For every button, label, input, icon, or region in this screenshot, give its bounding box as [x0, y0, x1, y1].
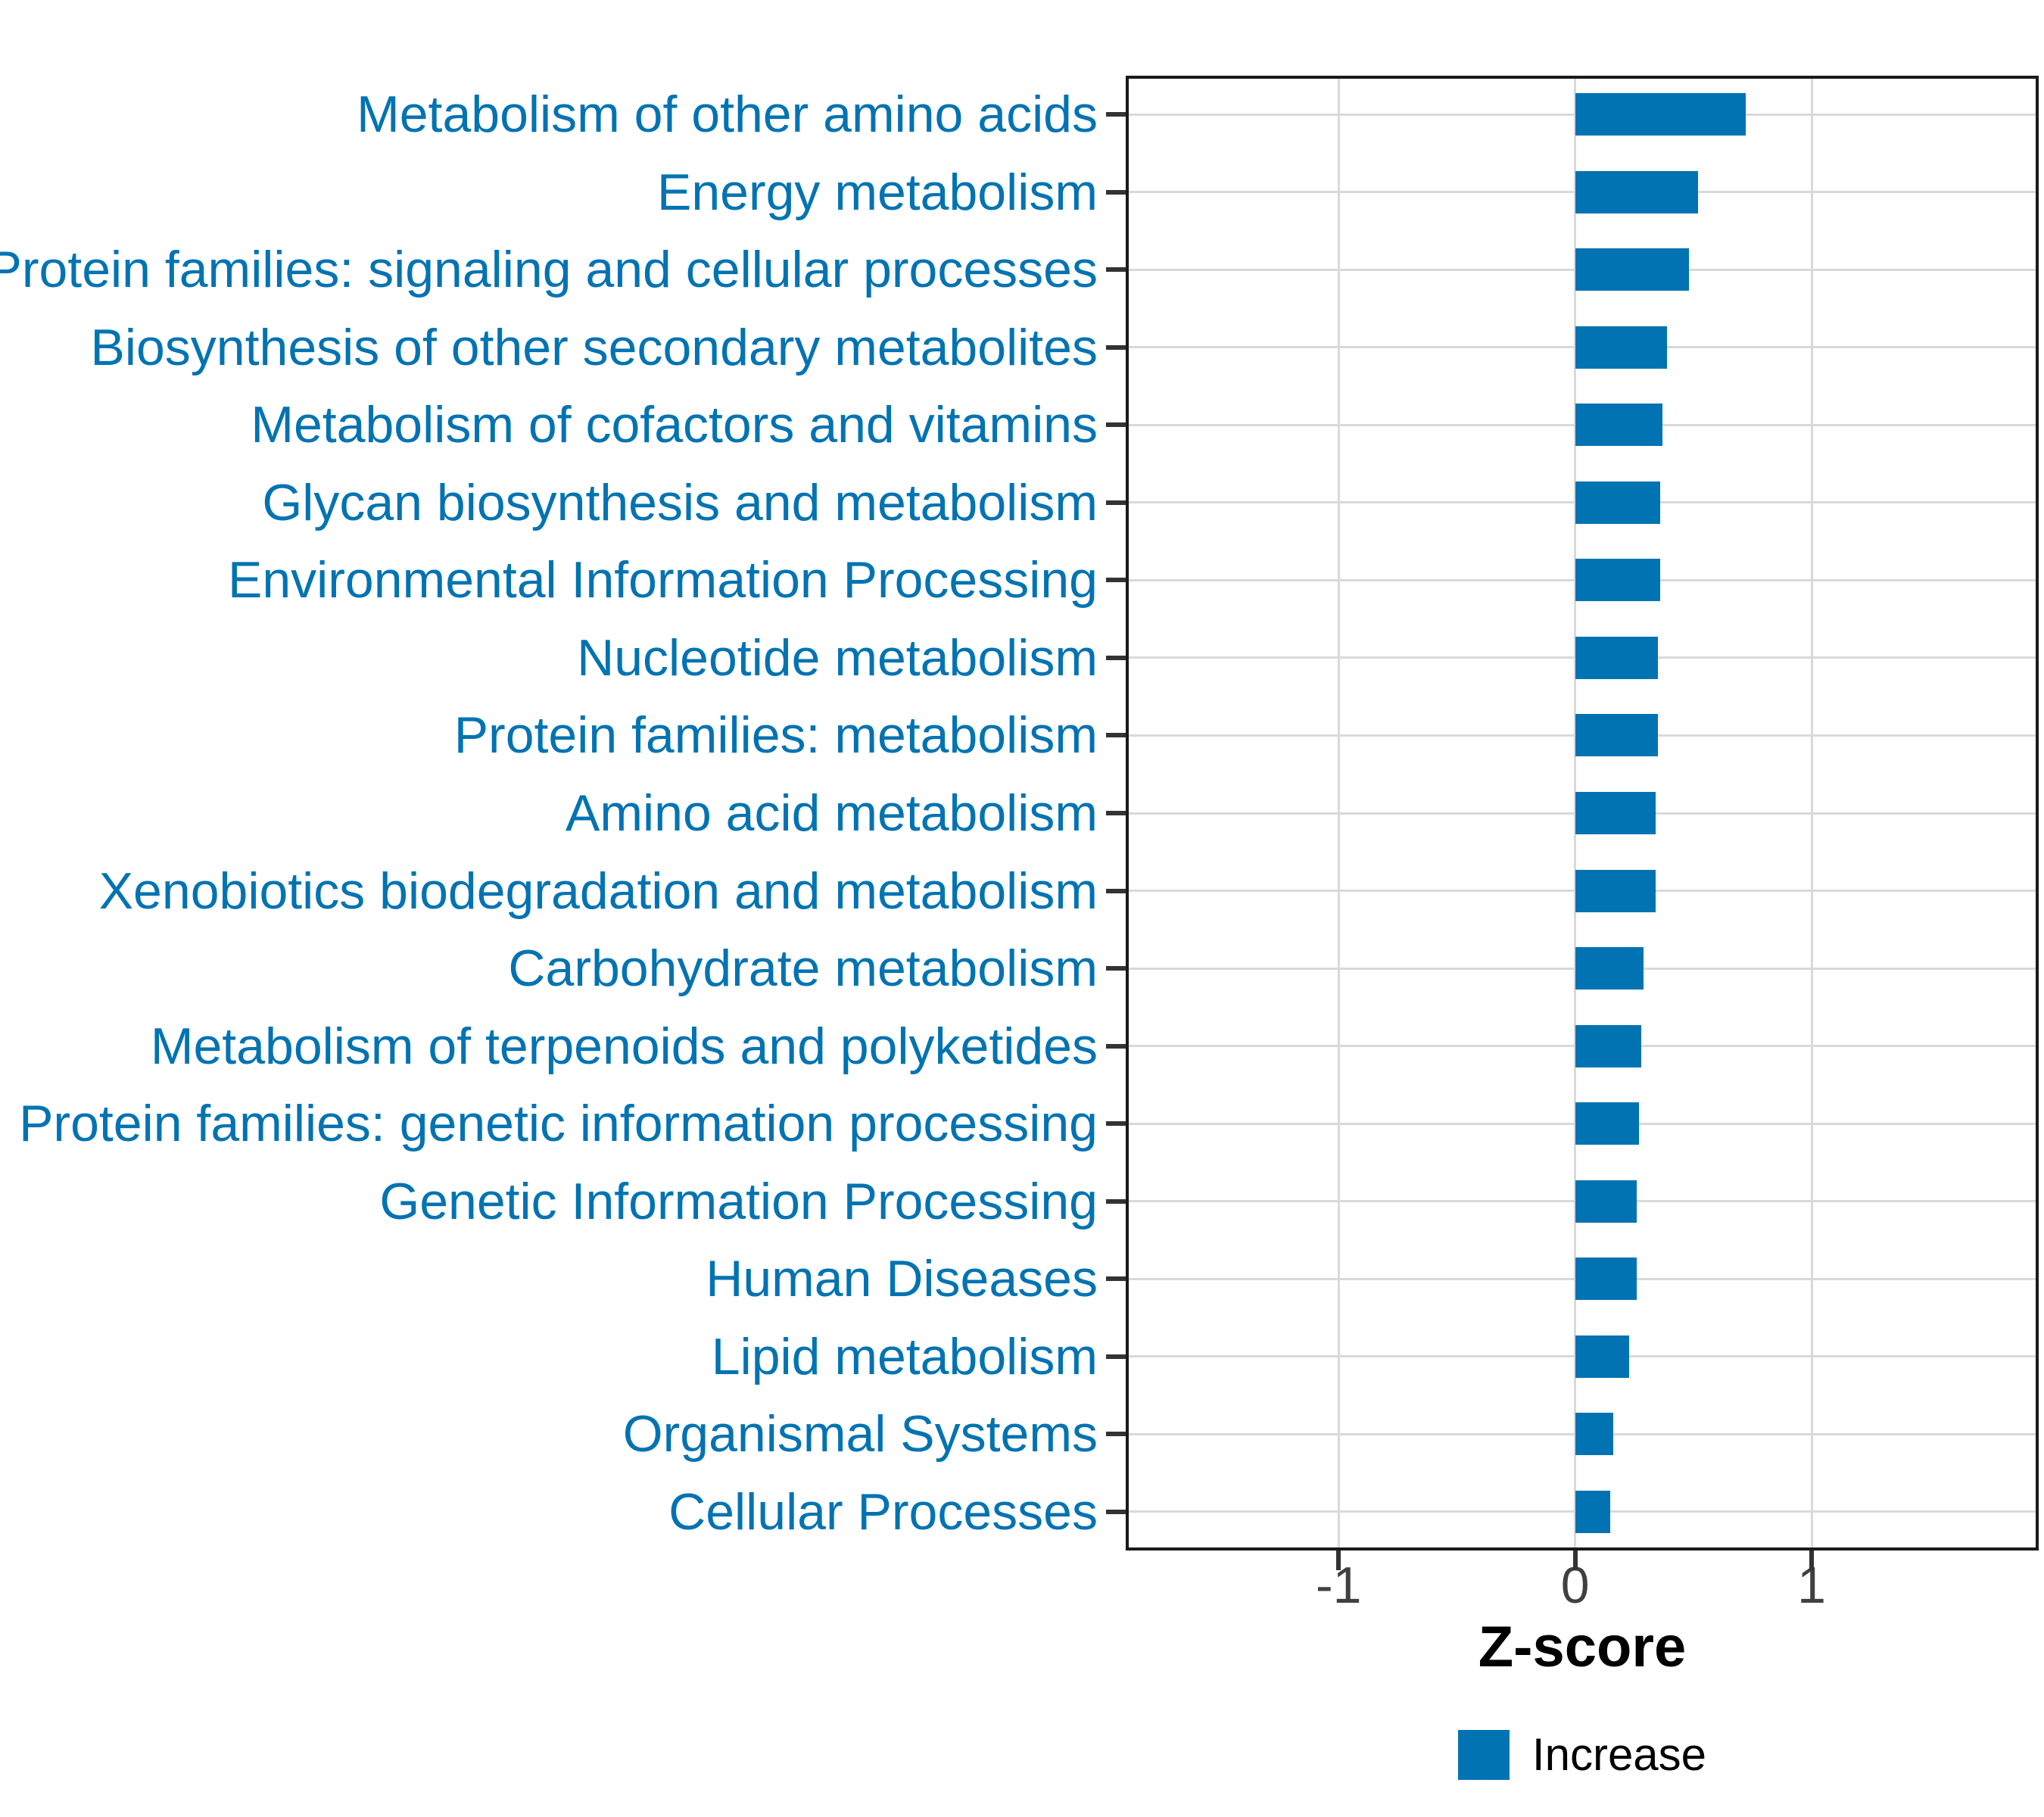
bar: [1575, 1024, 1642, 1067]
bar: [1575, 248, 1689, 291]
bar: [1575, 170, 1699, 213]
y-tick: [1106, 733, 1126, 738]
x-tick-1: [1809, 1551, 1815, 1570]
y-axis-label: Biosynthesis of other secondary metaboli…: [90, 318, 1098, 376]
y-axis-label: Genetic Information Processing: [379, 1172, 1098, 1230]
y-tick: [1106, 1509, 1126, 1514]
y-tick: [1106, 578, 1126, 583]
y-tick: [1106, 267, 1126, 273]
y-axis-label: Carbohydrate metabolism: [508, 940, 1098, 998]
y-tick: [1106, 888, 1126, 893]
y-axis-label: Metabolism of cofactors and vitamins: [251, 396, 1098, 454]
y-axis-label: Energy metabolism: [656, 163, 1098, 221]
y-axis-label: Glycan biosynthesis and metabolism: [262, 473, 1098, 531]
y-tick: [1106, 655, 1126, 660]
y-axis-label: Human Diseases: [706, 1250, 1098, 1308]
y-tick: [1106, 112, 1126, 117]
y-tick: [1106, 811, 1126, 815]
y-axis-label: Organismal Systems: [622, 1405, 1098, 1463]
y-axis-label: Metabolism of terpenoids and polyketides: [150, 1017, 1098, 1075]
y-tick: [1106, 1432, 1126, 1437]
y-axis-label: Environmental Information Processing: [228, 551, 1098, 609]
y-axis-label: Protein families: genetic information pr…: [19, 1095, 1098, 1153]
bar: [1575, 1102, 1639, 1145]
x-tick--1: [1336, 1551, 1341, 1570]
y-axis-label: Xenobiotics biodegradation and metabolis…: [98, 862, 1098, 920]
y-tick: [1106, 189, 1126, 195]
y-axis-label: Amino acid metabolism: [566, 784, 1098, 842]
y-tick: [1106, 422, 1126, 428]
y-tick: [1106, 1043, 1126, 1049]
bar: [1575, 1413, 1613, 1456]
bar: [1575, 1258, 1637, 1301]
bar: [1575, 869, 1656, 912]
y-tick: [1106, 1198, 1126, 1204]
y-tick: [1106, 1354, 1126, 1359]
y-tick: [1106, 500, 1126, 505]
legend-key-increase: [1457, 1730, 1510, 1780]
bar: [1575, 714, 1658, 757]
x-axis-title: Z-score: [1478, 1615, 1687, 1679]
y-axis-label: Metabolism of other amino acids: [357, 86, 1098, 144]
bar: [1575, 792, 1656, 834]
plot-panel: [1126, 76, 2039, 1551]
y-axis-label: Protein families: metabolism: [453, 706, 1098, 765]
legend-label-increase: Increase: [1531, 1729, 1707, 1780]
bar: [1575, 636, 1658, 679]
y-axis-label: Lipid metabolism: [711, 1327, 1098, 1385]
legend: Increase: [1126, 1719, 2039, 1791]
y-tick: [1106, 1121, 1126, 1127]
bar: [1575, 947, 1644, 990]
x-tick-0: [1572, 1551, 1578, 1570]
bar: [1575, 404, 1663, 447]
bar: [1575, 1490, 1611, 1533]
y-tick: [1106, 966, 1126, 971]
y-axis-label: Nucleotide metabolism: [577, 628, 1098, 687]
bar: [1575, 1180, 1637, 1223]
bar: [1575, 481, 1661, 524]
y-tick: [1106, 1276, 1126, 1282]
bar: [1575, 559, 1661, 602]
y-axis-label: Cellular Processes: [668, 1482, 1098, 1541]
bar: [1575, 1335, 1630, 1378]
y-tick: [1106, 344, 1126, 350]
y-axis-label: Protein families: signaling and cellular…: [0, 241, 1098, 299]
bar: [1575, 93, 1746, 136]
bar: [1575, 326, 1668, 369]
